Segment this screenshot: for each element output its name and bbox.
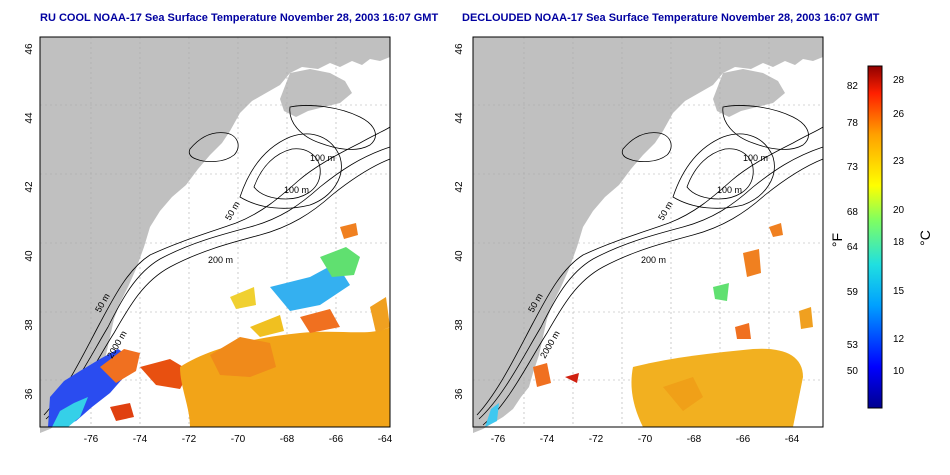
svg-text:53: 53 (847, 340, 859, 351)
svg-text:38: 38 (454, 319, 465, 331)
svg-text:73: 73 (847, 162, 859, 173)
colorbar-celsius-label: °C (917, 230, 933, 246)
svg-text:36: 36 (24, 388, 35, 400)
svg-text:-74: -74 (133, 434, 148, 445)
svg-text:26: 26 (893, 109, 905, 120)
svg-text:100 m: 100 m (310, 153, 335, 163)
svg-text:64: 64 (847, 242, 859, 253)
right-lon-axis: -76 -74 -72 -70 -68 -66 -64 (491, 434, 800, 445)
svg-text:200 m: 200 m (641, 255, 666, 265)
svg-text:44: 44 (454, 112, 465, 124)
svg-text:15: 15 (893, 286, 905, 297)
left-map: 100 m 100 m 50 m 200 m 50 m 2000 m (39, 36, 391, 433)
svg-text:-74: -74 (540, 434, 555, 445)
svg-text:18: 18 (893, 237, 905, 248)
colorbar-celsius-ticks: 28 26 23 20 18 15 12 10 (893, 75, 905, 377)
svg-text:42: 42 (24, 181, 35, 193)
svg-text:100 m: 100 m (717, 185, 742, 195)
svg-text:50: 50 (847, 366, 859, 377)
svg-text:82: 82 (847, 81, 859, 92)
svg-text:100 m: 100 m (284, 185, 309, 195)
right-map: 100 m 100 m 50 m 200 m 50 m 2000 m (472, 36, 824, 433)
svg-text:-70: -70 (638, 434, 653, 445)
left-lon-axis: -76 -74 -72 -70 -68 -66 -64 (84, 434, 393, 445)
right-map-title: DECLOUDED NOAA-17 Sea Surface Temperatur… (462, 12, 880, 24)
svg-text:46: 46 (24, 43, 35, 55)
left-lat-axis: 36 38 40 42 44 46 (24, 43, 35, 400)
svg-text:10: 10 (893, 366, 905, 377)
svg-text:28: 28 (893, 75, 905, 86)
svg-text:38: 38 (24, 319, 35, 331)
svg-text:23: 23 (893, 156, 905, 167)
svg-text:40: 40 (454, 250, 465, 262)
svg-text:-68: -68 (280, 434, 295, 445)
svg-text:200 m: 200 m (208, 255, 233, 265)
svg-text:78: 78 (847, 118, 859, 129)
svg-text:44: 44 (24, 112, 35, 124)
right-lat-axis: 36 38 40 42 44 46 (454, 43, 465, 400)
colorbar: 82 78 73 68 64 59 53 50 28 26 23 20 18 1… (829, 65, 933, 409)
svg-text:-64: -64 (785, 434, 800, 445)
svg-text:-64: -64 (378, 434, 393, 445)
svg-text:-68: -68 (687, 434, 702, 445)
left-map-title: RU COOL NOAA-17 Sea Surface Temperature … (40, 12, 439, 24)
svg-text:40: 40 (24, 250, 35, 262)
svg-text:12: 12 (893, 334, 905, 345)
svg-text:42: 42 (454, 181, 465, 193)
svg-text:20: 20 (893, 205, 905, 216)
svg-text:36: 36 (454, 388, 465, 400)
svg-text:68: 68 (847, 207, 859, 218)
svg-text:-76: -76 (491, 434, 506, 445)
svg-text:100 m: 100 m (743, 153, 768, 163)
svg-text:-70: -70 (231, 434, 246, 445)
colorbar-fahrenheit-ticks: 82 78 73 68 64 59 53 50 (847, 81, 859, 377)
svg-text:-66: -66 (329, 434, 344, 445)
svg-text:-76: -76 (84, 434, 99, 445)
colorbar-fahrenheit-label: °F (829, 233, 845, 247)
svg-text:-72: -72 (182, 434, 197, 445)
svg-text:59: 59 (847, 287, 859, 298)
svg-text:46: 46 (454, 43, 465, 55)
svg-text:-72: -72 (589, 434, 604, 445)
right-sst-overlay (485, 223, 813, 427)
left-sst-overlay (48, 223, 390, 427)
svg-text:-66: -66 (736, 434, 751, 445)
